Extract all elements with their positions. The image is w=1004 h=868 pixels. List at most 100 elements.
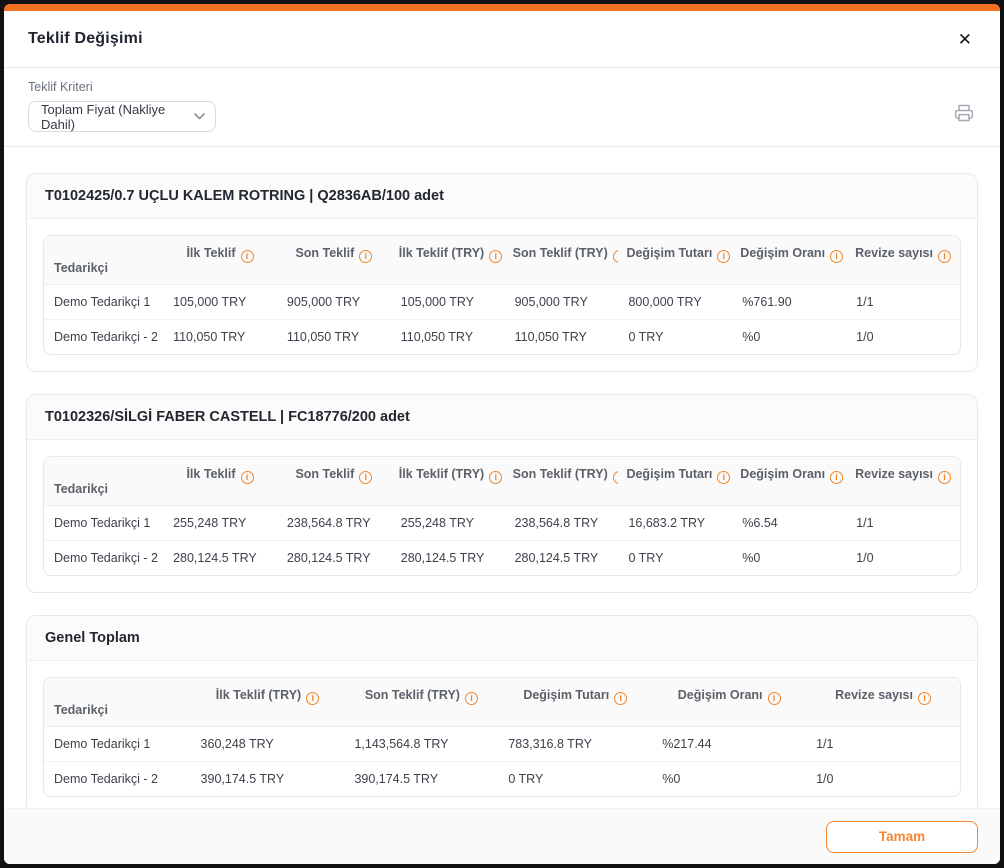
- chevron-down-icon: [194, 111, 205, 123]
- cell: 1/1: [806, 726, 960, 762]
- cell-supplier: Demo Tedarikçi 1: [44, 284, 164, 320]
- info-icon[interactable]: i: [489, 471, 503, 485]
- column-header: Son Teklif i: [276, 457, 391, 506]
- column-header: Değişim Tutarı i: [618, 457, 733, 506]
- column-header: Revize sayısı i: [806, 678, 960, 727]
- cell: 105,000 TRY: [163, 284, 277, 320]
- cell: 1/0: [856, 550, 874, 565]
- cell: 238,564.8 TRY: [504, 505, 619, 541]
- info-icon[interactable]: i: [240, 250, 254, 264]
- cell-supplier: Demo Tedarikçi - 2: [54, 329, 158, 344]
- criteria-group: Teklif Kriteri Toplam Fiyat (Nakliye Dah…: [28, 80, 216, 132]
- cell: 110,050 TRY: [173, 329, 246, 344]
- cell: %217.44: [652, 726, 807, 762]
- cell: 360,248 TRY: [190, 726, 345, 762]
- table-row: Demo Tedarikçi - 2 280,124.5 TRY 280,124…: [44, 540, 960, 575]
- column-header: İlk Teklif i: [163, 457, 277, 506]
- printer-icon[interactable]: [952, 101, 976, 128]
- table-row: Demo Tedarikçi 1 255,248 TRY 238,564.8 T…: [44, 505, 960, 541]
- cell: 1/0: [856, 329, 874, 344]
- table-wrap: Tedarikçi İlk Teklif (TRY) i Son Teklif (…: [27, 661, 977, 808]
- cell: 1/0: [816, 771, 834, 786]
- cell: 0 TRY: [508, 771, 544, 786]
- column-header-supplier: Tedarikçi: [44, 236, 164, 285]
- cell-supplier: Demo Tedarikçi - 2: [54, 550, 158, 565]
- info-icon[interactable]: i: [717, 250, 731, 264]
- section-title: Genel Toplam: [45, 630, 140, 646]
- modal-header: Teklif Değişimi ✕: [4, 11, 1000, 68]
- cell: 110,050 TRY: [286, 329, 360, 344]
- cell-supplier: Demo Tedarikçi 1: [44, 726, 191, 762]
- modal-body: T0102425/0.7 UÇLU KALEM ROTRING | Q2836A…: [4, 147, 1000, 808]
- info-icon[interactable]: i: [240, 471, 254, 485]
- column-header: Son Teklif (TRY)i: [344, 678, 499, 727]
- cell-supplier: Demo Tedarikçi - 2: [54, 771, 158, 786]
- info-icon[interactable]: i: [612, 250, 619, 264]
- page-title: Teklif Değişimi: [28, 30, 143, 47]
- section-title-row: T0102425/0.7 UÇLU KALEM ROTRING | Q2836A…: [27, 174, 977, 219]
- table-row: Demo Tedarikçi - 2 110,050 TRY 110,050 T…: [44, 319, 960, 354]
- info-icon[interactable]: i: [614, 692, 628, 706]
- cell: 0 TRY: [628, 550, 664, 565]
- toolbar: Teklif Kriteri Toplam Fiyat (Nakliye Dah…: [4, 68, 1000, 147]
- cell: %0: [742, 550, 761, 565]
- modal-footer: Tamam: [4, 808, 1000, 864]
- info-icon[interactable]: i: [306, 692, 320, 706]
- table-header-row: Tedarikçi İlk Teklif i Son Teklif i İlk Te…: [44, 457, 960, 506]
- cell: 280,124.5 TRY: [173, 550, 257, 565]
- info-icon[interactable]: i: [359, 471, 373, 485]
- cell: %0: [662, 771, 681, 786]
- cell: 783,316.8 TRY: [498, 726, 653, 762]
- cell: 105,000 TRY: [390, 284, 505, 320]
- column-header: Revize sayısı i: [846, 457, 960, 506]
- column-header: İlk Teklif (TRY) i: [190, 678, 345, 727]
- offers-table: Tedarikçi İlk Teklif i Son Teklif i İlk Te…: [44, 236, 960, 354]
- info-icon[interactable]: i: [830, 471, 844, 485]
- column-header: İlk Teklif (TRY) i: [390, 236, 505, 285]
- info-icon[interactable]: i: [464, 692, 478, 706]
- ok-button[interactable]: Tamam: [826, 820, 978, 853]
- totals-table: Tedarikçi İlk Teklif (TRY) i Son Teklif (…: [44, 678, 960, 796]
- section-title-row: T0102326/SİLGİ FABER CASTELL | FC18776/2…: [27, 395, 977, 440]
- close-icon[interactable]: ✕: [954, 27, 976, 52]
- cell: 905,000 TRY: [504, 284, 619, 320]
- column-header: Değişim Tutarı i: [498, 678, 653, 727]
- cell: 110,050 TRY: [400, 329, 474, 344]
- cell: 280,124.5 TRY: [400, 550, 485, 565]
- cell: %0: [742, 329, 761, 344]
- criteria-selected-value: Toplam Fiyat (Nakliye Dahil): [41, 101, 166, 132]
- info-icon[interactable]: i: [717, 471, 731, 485]
- cell: 255,248 TRY: [163, 505, 277, 541]
- column-header: Revize sayısı i: [846, 236, 960, 285]
- criteria-label: Teklif Kriteri: [28, 80, 93, 94]
- info-icon[interactable]: i: [359, 250, 373, 264]
- info-icon[interactable]: i: [937, 471, 951, 485]
- info-icon[interactable]: i: [489, 250, 503, 264]
- cell: 1,143,564.8 TRY: [344, 726, 499, 762]
- cell: 280,124.5 TRY: [514, 550, 599, 565]
- section-item-2: T0102326/SİLGİ FABER CASTELL | FC18776/2…: [26, 394, 978, 593]
- cell: %6.54: [732, 505, 847, 541]
- info-icon[interactable]: i: [767, 692, 781, 706]
- criteria-select[interactable]: Toplam Fiyat (Nakliye Dahil): [28, 101, 216, 132]
- table-header-row: Tedarikçi İlk Teklif (TRY) i Son Teklif (…: [44, 678, 960, 727]
- info-icon[interactable]: i: [830, 250, 844, 264]
- column-header: İlk Teklif i: [163, 236, 277, 285]
- column-header: Değişim Oranı i: [652, 678, 807, 727]
- info-icon[interactable]: i: [612, 471, 619, 485]
- table-wrap: Tedarikçi İlk Teklif i Son Teklif i İlk Te…: [27, 219, 977, 371]
- cell: 800,000 TRY: [618, 284, 733, 320]
- column-header: İlk Teklif (TRY) i: [390, 457, 505, 506]
- cell: 390,174.5 TRY: [200, 771, 285, 786]
- info-icon[interactable]: i: [917, 692, 931, 706]
- cell: 390,174.5 TRY: [354, 771, 439, 786]
- table-row: Demo Tedarikçi - 2 390,174.5 TRY 390,174…: [44, 761, 960, 796]
- table-row: Demo Tedarikçi 1 105,000 TRY 905,000 TRY…: [44, 284, 960, 320]
- accent-bar: [4, 4, 1000, 11]
- cell-supplier: Demo Tedarikçi 1: [44, 505, 164, 541]
- info-icon[interactable]: i: [937, 250, 951, 264]
- cell: 905,000 TRY: [276, 284, 391, 320]
- column-header: Değişim Oranı i: [732, 457, 847, 506]
- table-row: Demo Tedarikçi 1 360,248 TRY 1,143,564.8…: [44, 726, 960, 762]
